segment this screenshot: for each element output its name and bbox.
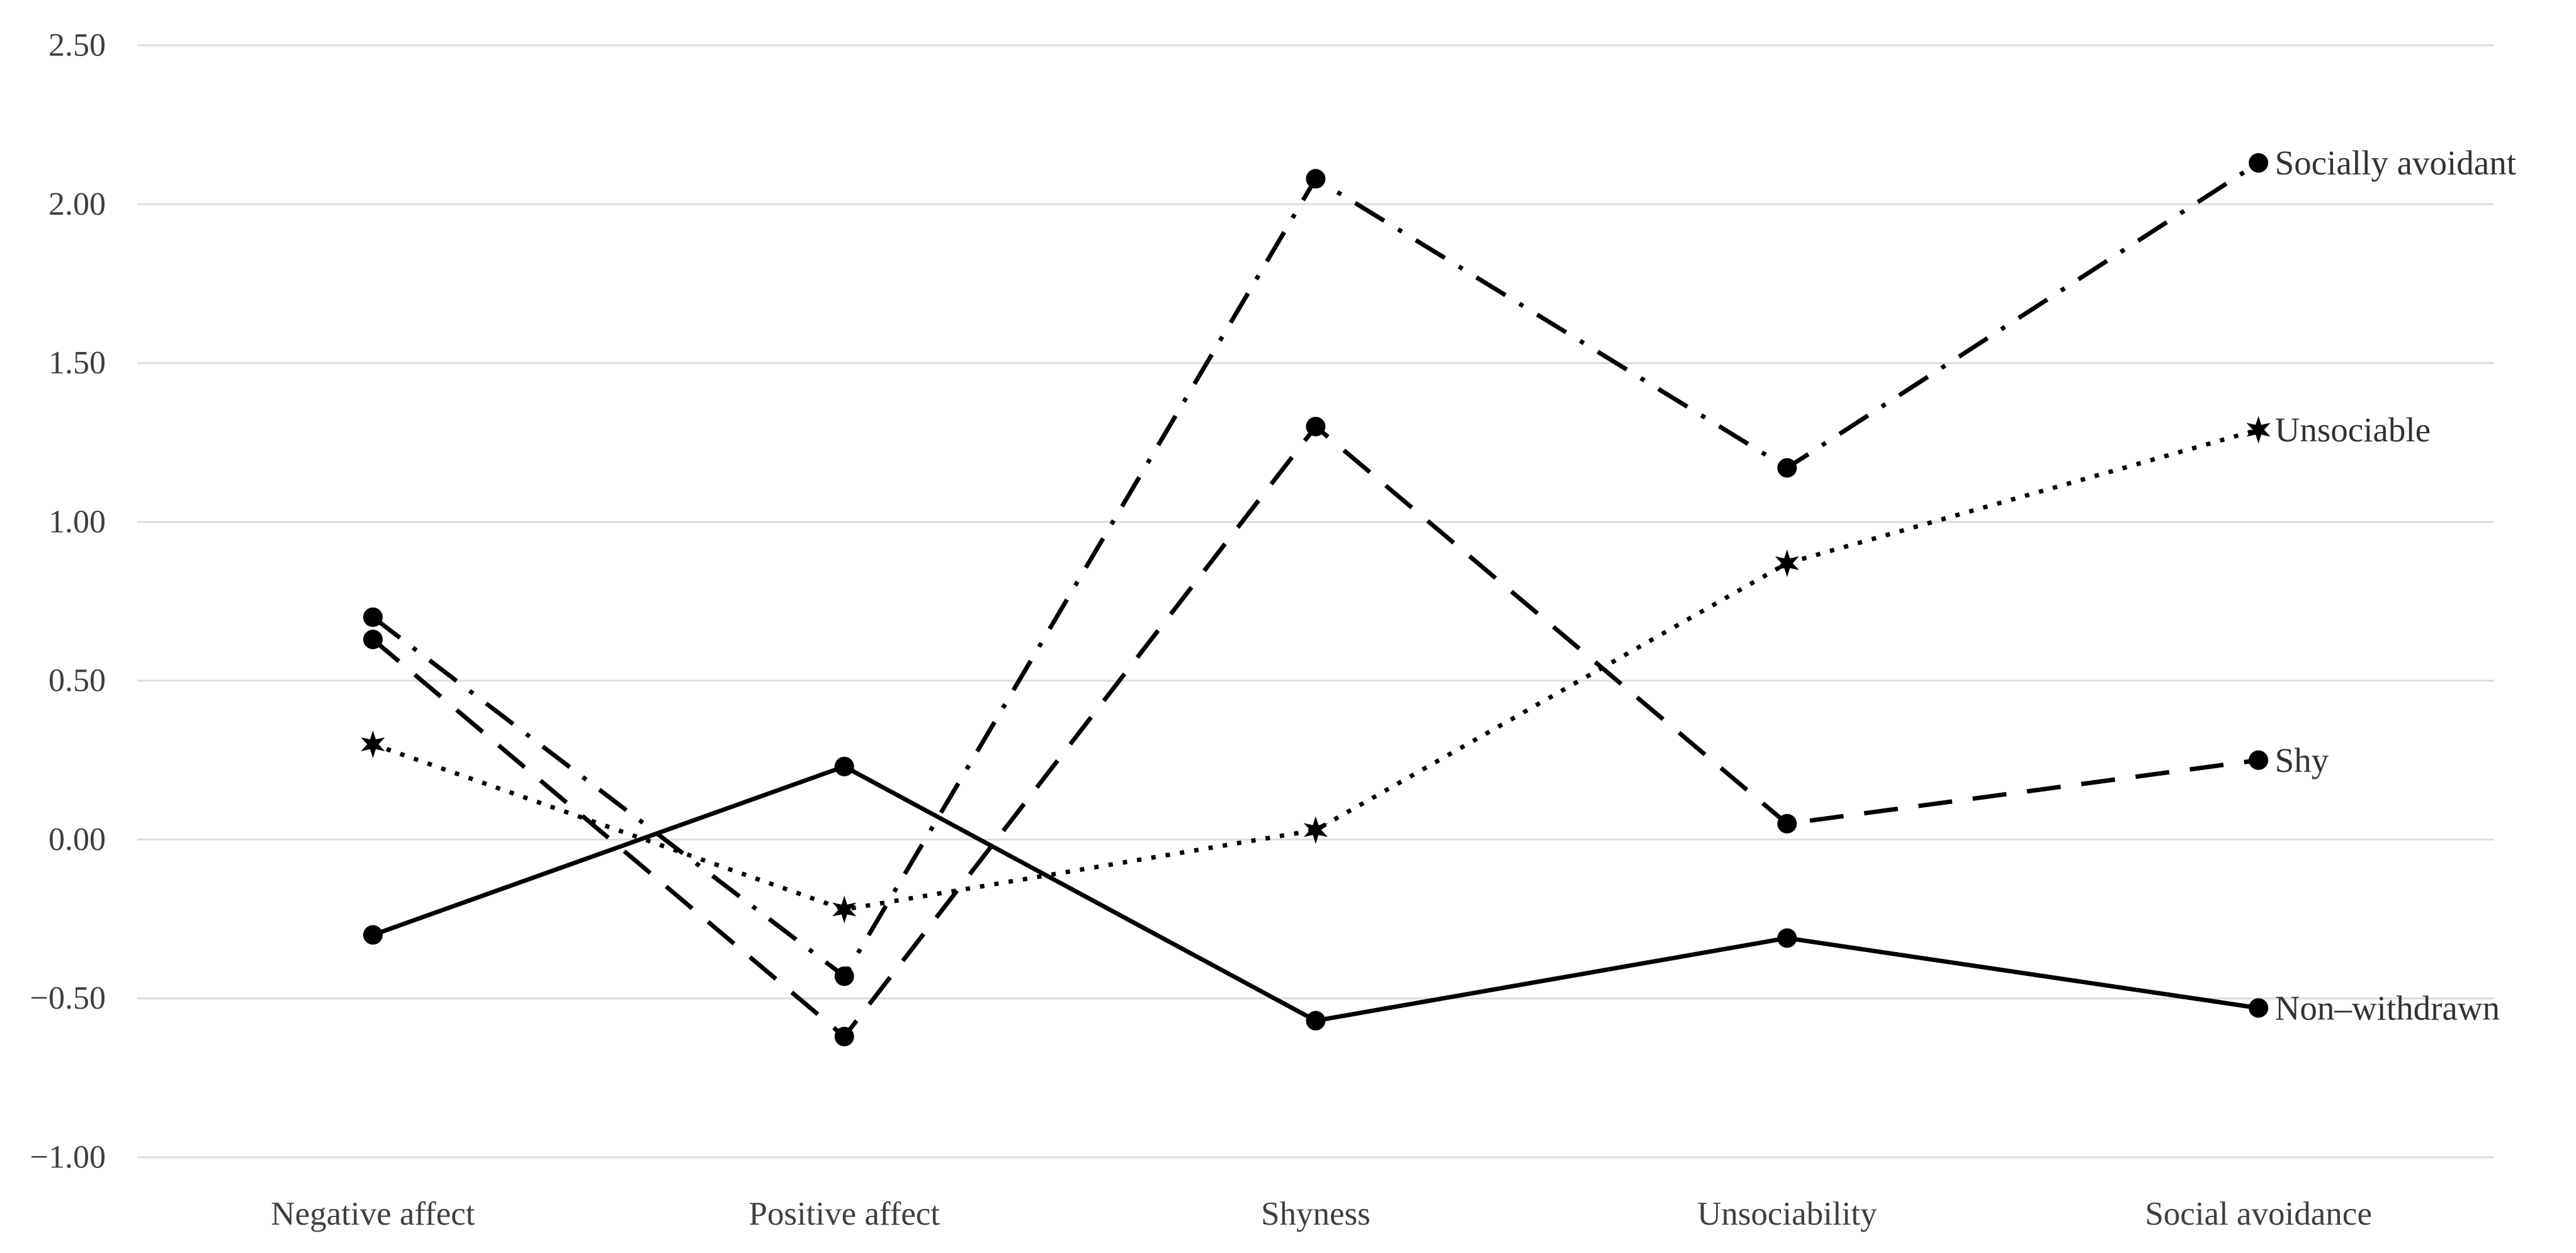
marker-circle-socially-avoidant [1777, 458, 1797, 478]
marker-circle-shy [1777, 814, 1797, 834]
marker-circle-non-withdrawn [363, 925, 383, 945]
y-axis-tick-label: 1.00 [48, 504, 106, 540]
series-line-unsociable [372, 428, 2259, 912]
x-axis-category-label: Shyness [1261, 1196, 1370, 1232]
series-line-socially-avoidant [371, 161, 2260, 978]
marker-circle-socially-avoidant [834, 966, 854, 986]
y-axis-tick-label: 1.50 [48, 345, 106, 381]
y-axis-tick-label: 0.50 [48, 663, 106, 699]
marker-circle-non-withdrawn [1777, 928, 1797, 948]
marker-circle-non-withdrawn [1306, 1011, 1326, 1031]
series-label-socially-avoidant: Socially avoidant [2275, 144, 2516, 182]
series-label-non-withdrawn: Non–withdrawn [2275, 989, 2500, 1027]
marker-circle-shy [363, 630, 383, 650]
marker-star-unsociable [2246, 416, 2271, 444]
marker-circle-socially-avoidant [363, 607, 383, 627]
marker-star-unsociable [1303, 816, 1328, 844]
marker-star-unsociable [832, 895, 857, 924]
marker-circle-shy [834, 1026, 854, 1046]
y-axis-tick-label: 0.00 [48, 822, 106, 858]
x-axis-category-label: Social avoidance [2145, 1196, 2372, 1232]
y-axis-tick-label: −0.50 [30, 980, 106, 1016]
x-axis-category-label: Negative affect [271, 1196, 475, 1232]
marker-circle-non-withdrawn [834, 756, 854, 776]
marker-star-unsociable [361, 730, 385, 759]
marker-circle-non-withdrawn [2249, 998, 2269, 1018]
marker-circle-shy [1306, 416, 1326, 436]
y-axis-tick-label: 2.00 [48, 186, 106, 222]
x-axis-category-label: Unsociability [1697, 1196, 1877, 1232]
series-line-non-withdrawn [372, 764, 2259, 1023]
marker-star-unsociable [1775, 549, 1799, 577]
y-axis-tick-label: −1.00 [30, 1140, 106, 1176]
marker-circle-shy [2249, 750, 2269, 770]
marker-circle-socially-avoidant [1306, 169, 1326, 189]
marker-circle-socially-avoidant [2249, 153, 2269, 173]
y-axis-tick-label: 2.50 [48, 28, 106, 64]
series-label-unsociable: Unsociable [2275, 411, 2431, 449]
series-label-shy: Shy [2275, 741, 2329, 780]
series-line-shy [371, 424, 2259, 1039]
x-axis-category-label: Positive affect [749, 1196, 940, 1232]
